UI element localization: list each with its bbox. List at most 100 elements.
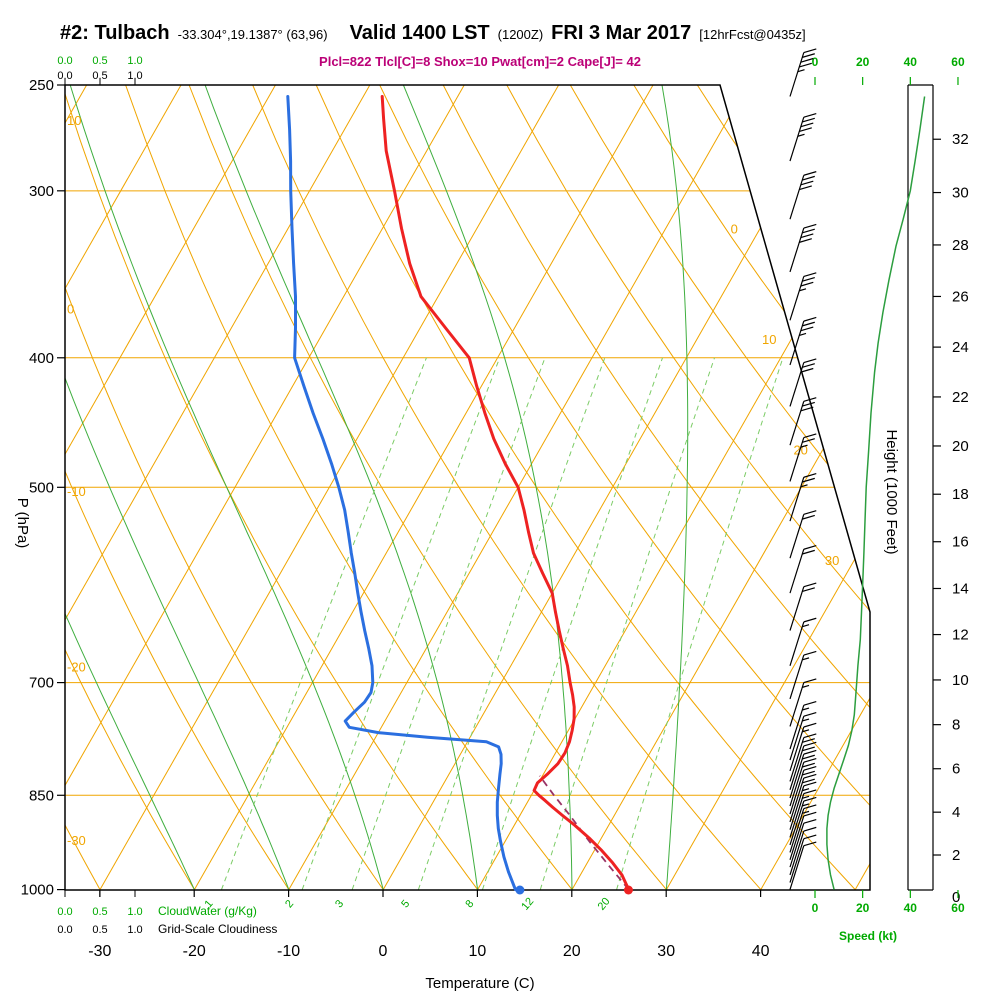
svg-text:18: 18: [952, 486, 969, 503]
svg-text:1.0: 1.0: [127, 924, 142, 936]
svg-text:0.5: 0.5: [92, 906, 107, 918]
svg-text:-10: -10: [277, 943, 300, 960]
svg-text:60: 60: [951, 55, 965, 69]
wind-barb: [789, 711, 817, 761]
svg-text:0.5: 0.5: [92, 55, 107, 67]
wind-barb: [789, 316, 817, 366]
wind-barb: [789, 796, 817, 846]
temperature-axis-label: Temperature (C): [425, 975, 534, 992]
svg-text:30: 30: [952, 185, 969, 202]
wind-barb: [789, 678, 817, 727]
svg-text:0.0: 0.0: [57, 55, 72, 67]
svg-text:500: 500: [29, 479, 54, 496]
wind-barb: [789, 841, 817, 890]
svg-text:40: 40: [904, 901, 918, 915]
chart-title: #2: Tulbach -33.304°,19.1387° (63,96) Va…: [60, 22, 806, 45]
wind-barb: [789, 722, 817, 772]
svg-text:0.0: 0.0: [57, 70, 72, 82]
svg-text:10: 10: [762, 332, 776, 347]
temperature-curve: [380, 95, 631, 892]
svg-text:-10: -10: [67, 484, 86, 499]
valid-zulu: (1200Z): [497, 27, 544, 42]
wind-barb: [789, 733, 817, 782]
wind-barb: [789, 48, 817, 97]
wind-barb: [789, 112, 817, 162]
svg-text:400: 400: [29, 350, 54, 367]
svg-text:1.0: 1.0: [127, 906, 142, 918]
svg-text:0: 0: [67, 301, 74, 316]
wind-barb: [789, 433, 817, 482]
wind-barb: [789, 701, 817, 750]
svg-text:0: 0: [379, 943, 388, 960]
height-axis-label: Height (1000 Feet): [883, 429, 900, 554]
svg-text:30: 30: [657, 943, 675, 960]
svg-text:20: 20: [563, 943, 581, 960]
wind-barb: [789, 741, 817, 790]
svg-text:0.0: 0.0: [57, 906, 72, 918]
svg-text:6: 6: [952, 761, 960, 778]
svg-text:0: 0: [812, 901, 819, 915]
svg-text:-30: -30: [88, 943, 111, 960]
svg-text:8: 8: [463, 898, 476, 910]
svg-text:850: 850: [29, 787, 54, 804]
wind-barb: [789, 171, 817, 220]
svg-text:0: 0: [812, 55, 819, 69]
wind-barb: [789, 804, 817, 853]
svg-text:700: 700: [29, 675, 54, 692]
wind-barb: [789, 758, 817, 807]
svg-text:12: 12: [519, 896, 536, 913]
svg-text:0.5: 0.5: [92, 70, 107, 82]
pressure-axis-label: P (hPa): [14, 498, 31, 549]
plot-boundary: [64, 84, 871, 891]
wind-barb: [789, 358, 817, 407]
svg-text:2: 2: [283, 898, 296, 910]
svg-text:250: 250: [29, 77, 54, 94]
cloudwater-label: CloudWater (g/Kg): [158, 904, 257, 918]
svg-text:0: 0: [731, 222, 738, 237]
svg-text:2: 2: [952, 847, 960, 864]
wind-barb: [789, 223, 817, 273]
wind-barb: [789, 510, 817, 559]
svg-text:5: 5: [399, 898, 412, 910]
svg-text:1.0: 1.0: [127, 70, 142, 82]
forecast-info: [12hrFcst@0435z]: [699, 27, 806, 42]
wind-barbs: [789, 48, 817, 890]
svg-text:14: 14: [952, 580, 969, 597]
adiabat-isotherm-edge-labels: 10 0 -10 -20 -30 0 10 20 30: [67, 113, 839, 848]
svg-text:-20: -20: [67, 659, 86, 674]
svg-text:16: 16: [952, 534, 969, 551]
wind-barb: [789, 650, 817, 700]
mixing-ratio-labels: 1 2 3 5 8 12 20: [202, 896, 612, 913]
svg-text:4: 4: [952, 804, 960, 821]
indices-line: Plcl=822 Tlcl[C]=8 Shox=10 Pwat[cm]=2 Ca…: [319, 54, 641, 69]
wind-barb: [789, 617, 817, 666]
svg-text:0.5: 0.5: [92, 924, 107, 936]
svg-text:0: 0: [952, 889, 960, 906]
svg-text:-30: -30: [67, 833, 86, 848]
wind-barb: [789, 826, 817, 876]
surface-temperature-dot: [623, 885, 633, 895]
svg-text:20: 20: [596, 896, 613, 913]
svg-text:24: 24: [952, 339, 969, 356]
svg-text:3: 3: [333, 898, 346, 910]
wind-speed-curve: [826, 96, 926, 890]
wind-barb: [789, 834, 817, 883]
svg-text:30: 30: [825, 553, 839, 568]
station-coords: -33.304°,19.1387° (63,96): [177, 27, 328, 42]
right-panel-box: [907, 84, 934, 891]
svg-text:10: 10: [952, 672, 969, 689]
valid-time: Valid 1400 LST: [349, 22, 490, 44]
svg-text:20: 20: [793, 443, 807, 458]
svg-text:32: 32: [952, 131, 969, 148]
wind-barb: [789, 749, 817, 799]
svg-text:10: 10: [67, 113, 81, 128]
surface-dewpoint-dot: [515, 885, 525, 895]
svg-text:40: 40: [904, 55, 918, 69]
svg-text:10: 10: [469, 943, 487, 960]
wind-barb: [789, 765, 817, 815]
station-name: #2: Tulbach: [60, 22, 170, 44]
wind-barb: [789, 545, 817, 594]
